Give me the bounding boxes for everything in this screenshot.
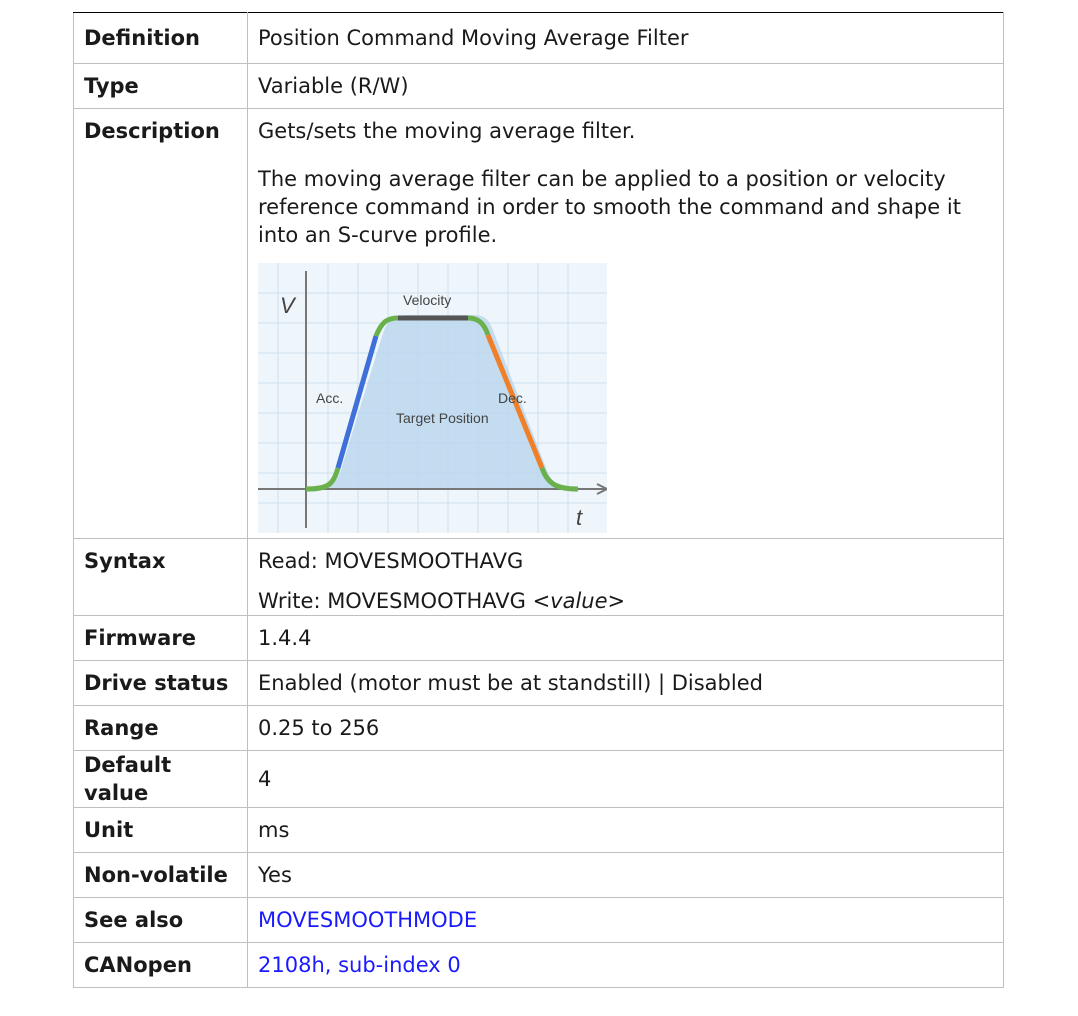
label: Non-volatile [74, 853, 248, 898]
value: ms [248, 808, 1004, 853]
value: Position Command Moving Average Filter [248, 13, 1004, 64]
text: Write: MOVESMOOTHAVG < [258, 589, 550, 613]
row: Syntax Read: MOVESMOOTHAVG Write: MOVESMO… [74, 539, 1004, 616]
text: > [608, 589, 626, 613]
text: Gets/sets the moving average filter. [258, 117, 993, 145]
label: Definition [74, 13, 248, 64]
value: 2108h, sub-index 0 [248, 943, 1004, 988]
link[interactable]: MOVESMOOTHMODE [258, 908, 477, 932]
axis-label: V [280, 293, 297, 318]
label: Firmware [74, 616, 248, 661]
value: 4 [248, 751, 1004, 808]
value: 0.25 to 256 [248, 706, 1004, 751]
link[interactable]: 2108h, sub-index 0 [258, 953, 461, 977]
label: Unit [74, 808, 248, 853]
label: Dec. [498, 390, 527, 406]
label: Range [74, 706, 248, 751]
text: The moving average filter can be applied… [258, 165, 993, 249]
label: Target Position [396, 410, 489, 426]
text: Write: MOVESMOOTHAVG <value> [258, 587, 993, 615]
text: value [550, 589, 607, 613]
value: Yes [248, 853, 1004, 898]
page: DefinitionPosition Command Moving Averag… [0, 0, 1078, 1016]
label: Type [74, 64, 248, 109]
label: Drive status [74, 661, 248, 706]
value: Variable (R/W) [248, 64, 1004, 109]
value: Read: MOVESMOOTHAVG Write: MOVESMOOTHAVG … [248, 539, 1004, 616]
label: Syntax [74, 539, 248, 616]
value: Enabled (motor must be at standstill) | … [248, 661, 1004, 706]
value: 1.4.4 [248, 616, 1004, 661]
velocity-diagram: V Velocity Acc. Dec. Target Position t [258, 263, 607, 533]
label: CANopen [74, 943, 248, 988]
label: Velocity [403, 292, 451, 308]
label: Default value [74, 751, 248, 808]
value: MOVESMOOTHMODE [248, 898, 1004, 943]
row: CANopen 2108h, sub-index 0 [74, 943, 1004, 988]
label: See also [74, 898, 248, 943]
axis-label: t [576, 505, 583, 530]
value: Gets/sets the moving average filter. The… [248, 109, 1004, 539]
label: Description [74, 109, 248, 539]
row: Description Gets/sets the moving average… [74, 109, 1004, 539]
text: Read: MOVESMOOTHAVG [258, 547, 993, 575]
row: See also MOVESMOOTHMODE [74, 898, 1004, 943]
label: Acc. [316, 390, 343, 406]
